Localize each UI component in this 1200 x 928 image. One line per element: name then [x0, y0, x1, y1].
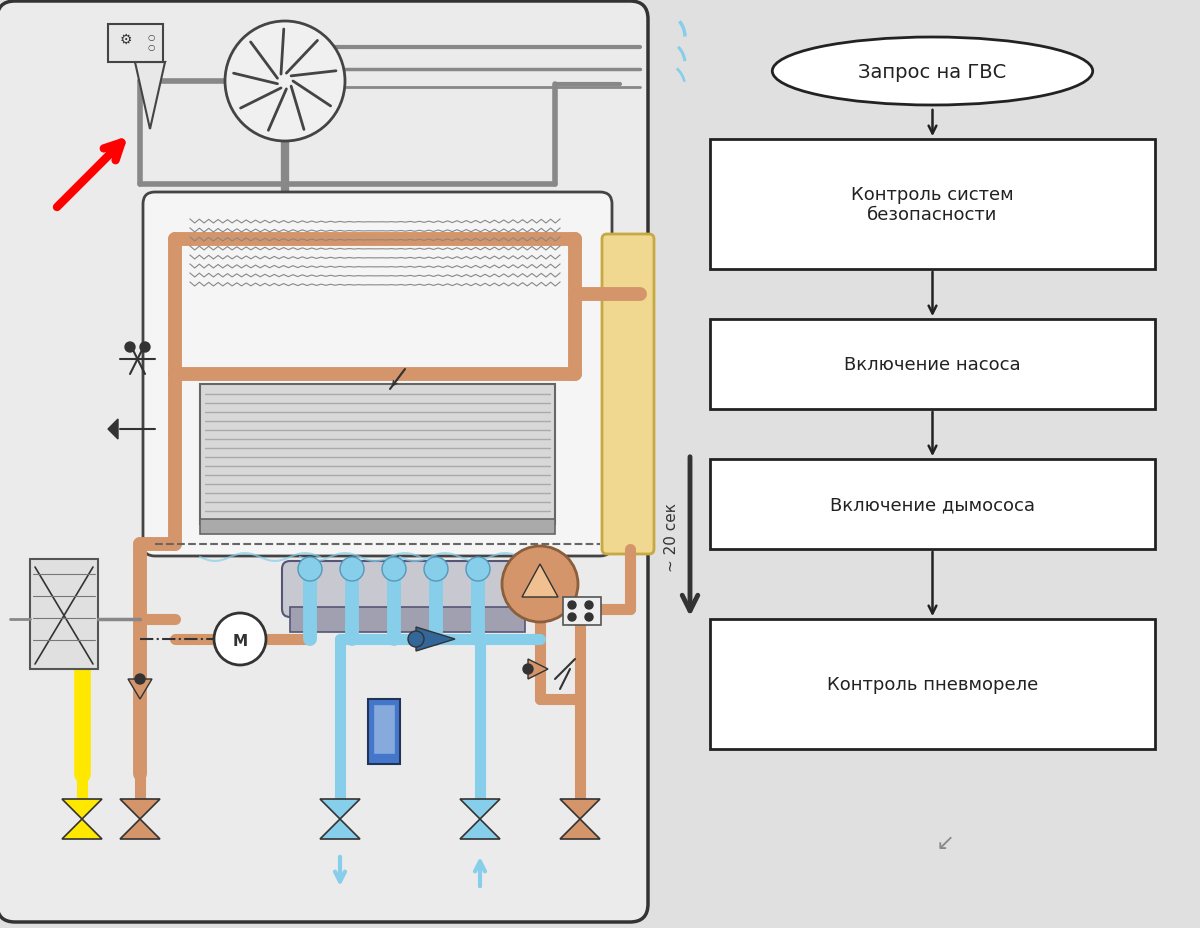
Circle shape	[140, 342, 150, 353]
Polygon shape	[528, 659, 548, 679]
Bar	[710, 619, 1154, 749]
Bar	[200, 520, 554, 535]
Circle shape	[568, 601, 576, 610]
Bar	[108, 25, 163, 63]
Polygon shape	[460, 819, 500, 839]
Bar	[710, 319, 1154, 409]
Circle shape	[586, 613, 593, 622]
Circle shape	[523, 664, 533, 675]
Circle shape	[125, 342, 134, 353]
Circle shape	[382, 558, 406, 581]
FancyBboxPatch shape	[143, 193, 612, 557]
Text: M: M	[233, 633, 247, 648]
Text: Запрос на ГВС: Запрос на ГВС	[858, 62, 1007, 82]
Circle shape	[466, 558, 490, 581]
Circle shape	[408, 631, 424, 648]
Bar	[710, 459, 1154, 549]
Circle shape	[226, 22, 346, 142]
Polygon shape	[460, 799, 500, 819]
Circle shape	[298, 558, 322, 581]
Ellipse shape	[773, 38, 1093, 106]
Polygon shape	[560, 799, 600, 819]
Circle shape	[502, 547, 578, 623]
Polygon shape	[134, 63, 166, 90]
Polygon shape	[320, 799, 360, 819]
Circle shape	[586, 601, 593, 610]
Bar	[30, 560, 98, 669]
FancyBboxPatch shape	[602, 235, 654, 554]
Polygon shape	[320, 819, 360, 839]
Circle shape	[340, 558, 364, 581]
Circle shape	[568, 613, 576, 622]
Circle shape	[134, 675, 145, 684]
Polygon shape	[522, 564, 558, 598]
Bar	[368, 699, 400, 764]
Bar	[290, 607, 526, 632]
Bar	[200, 384, 554, 524]
Text: Включение дымососа: Включение дымососа	[830, 496, 1034, 513]
Text: ~ 20 сек: ~ 20 сек	[665, 503, 679, 572]
Text: Контроль пневмореле: Контроль пневмореле	[827, 676, 1038, 693]
Polygon shape	[134, 63, 166, 130]
Polygon shape	[108, 419, 118, 440]
Text: ⚙: ⚙	[120, 33, 132, 47]
Polygon shape	[416, 627, 455, 651]
Text: ↗: ↗	[931, 829, 949, 849]
Bar	[710, 140, 1154, 270]
Polygon shape	[128, 679, 152, 699]
Polygon shape	[62, 799, 102, 819]
Bar	[563, 598, 601, 625]
Polygon shape	[62, 819, 102, 839]
FancyBboxPatch shape	[282, 561, 533, 617]
Polygon shape	[120, 799, 160, 819]
Bar	[373, 704, 395, 754]
Text: ○: ○	[148, 43, 155, 52]
Text: Включение насоса: Включение насоса	[844, 355, 1021, 374]
Circle shape	[214, 613, 266, 665]
Text: Контроль систем
безопасности: Контроль систем безопасности	[851, 186, 1014, 225]
Polygon shape	[120, 819, 160, 839]
Polygon shape	[560, 819, 600, 839]
Circle shape	[424, 558, 448, 581]
Text: ○: ○	[148, 33, 155, 42]
FancyBboxPatch shape	[0, 2, 648, 922]
